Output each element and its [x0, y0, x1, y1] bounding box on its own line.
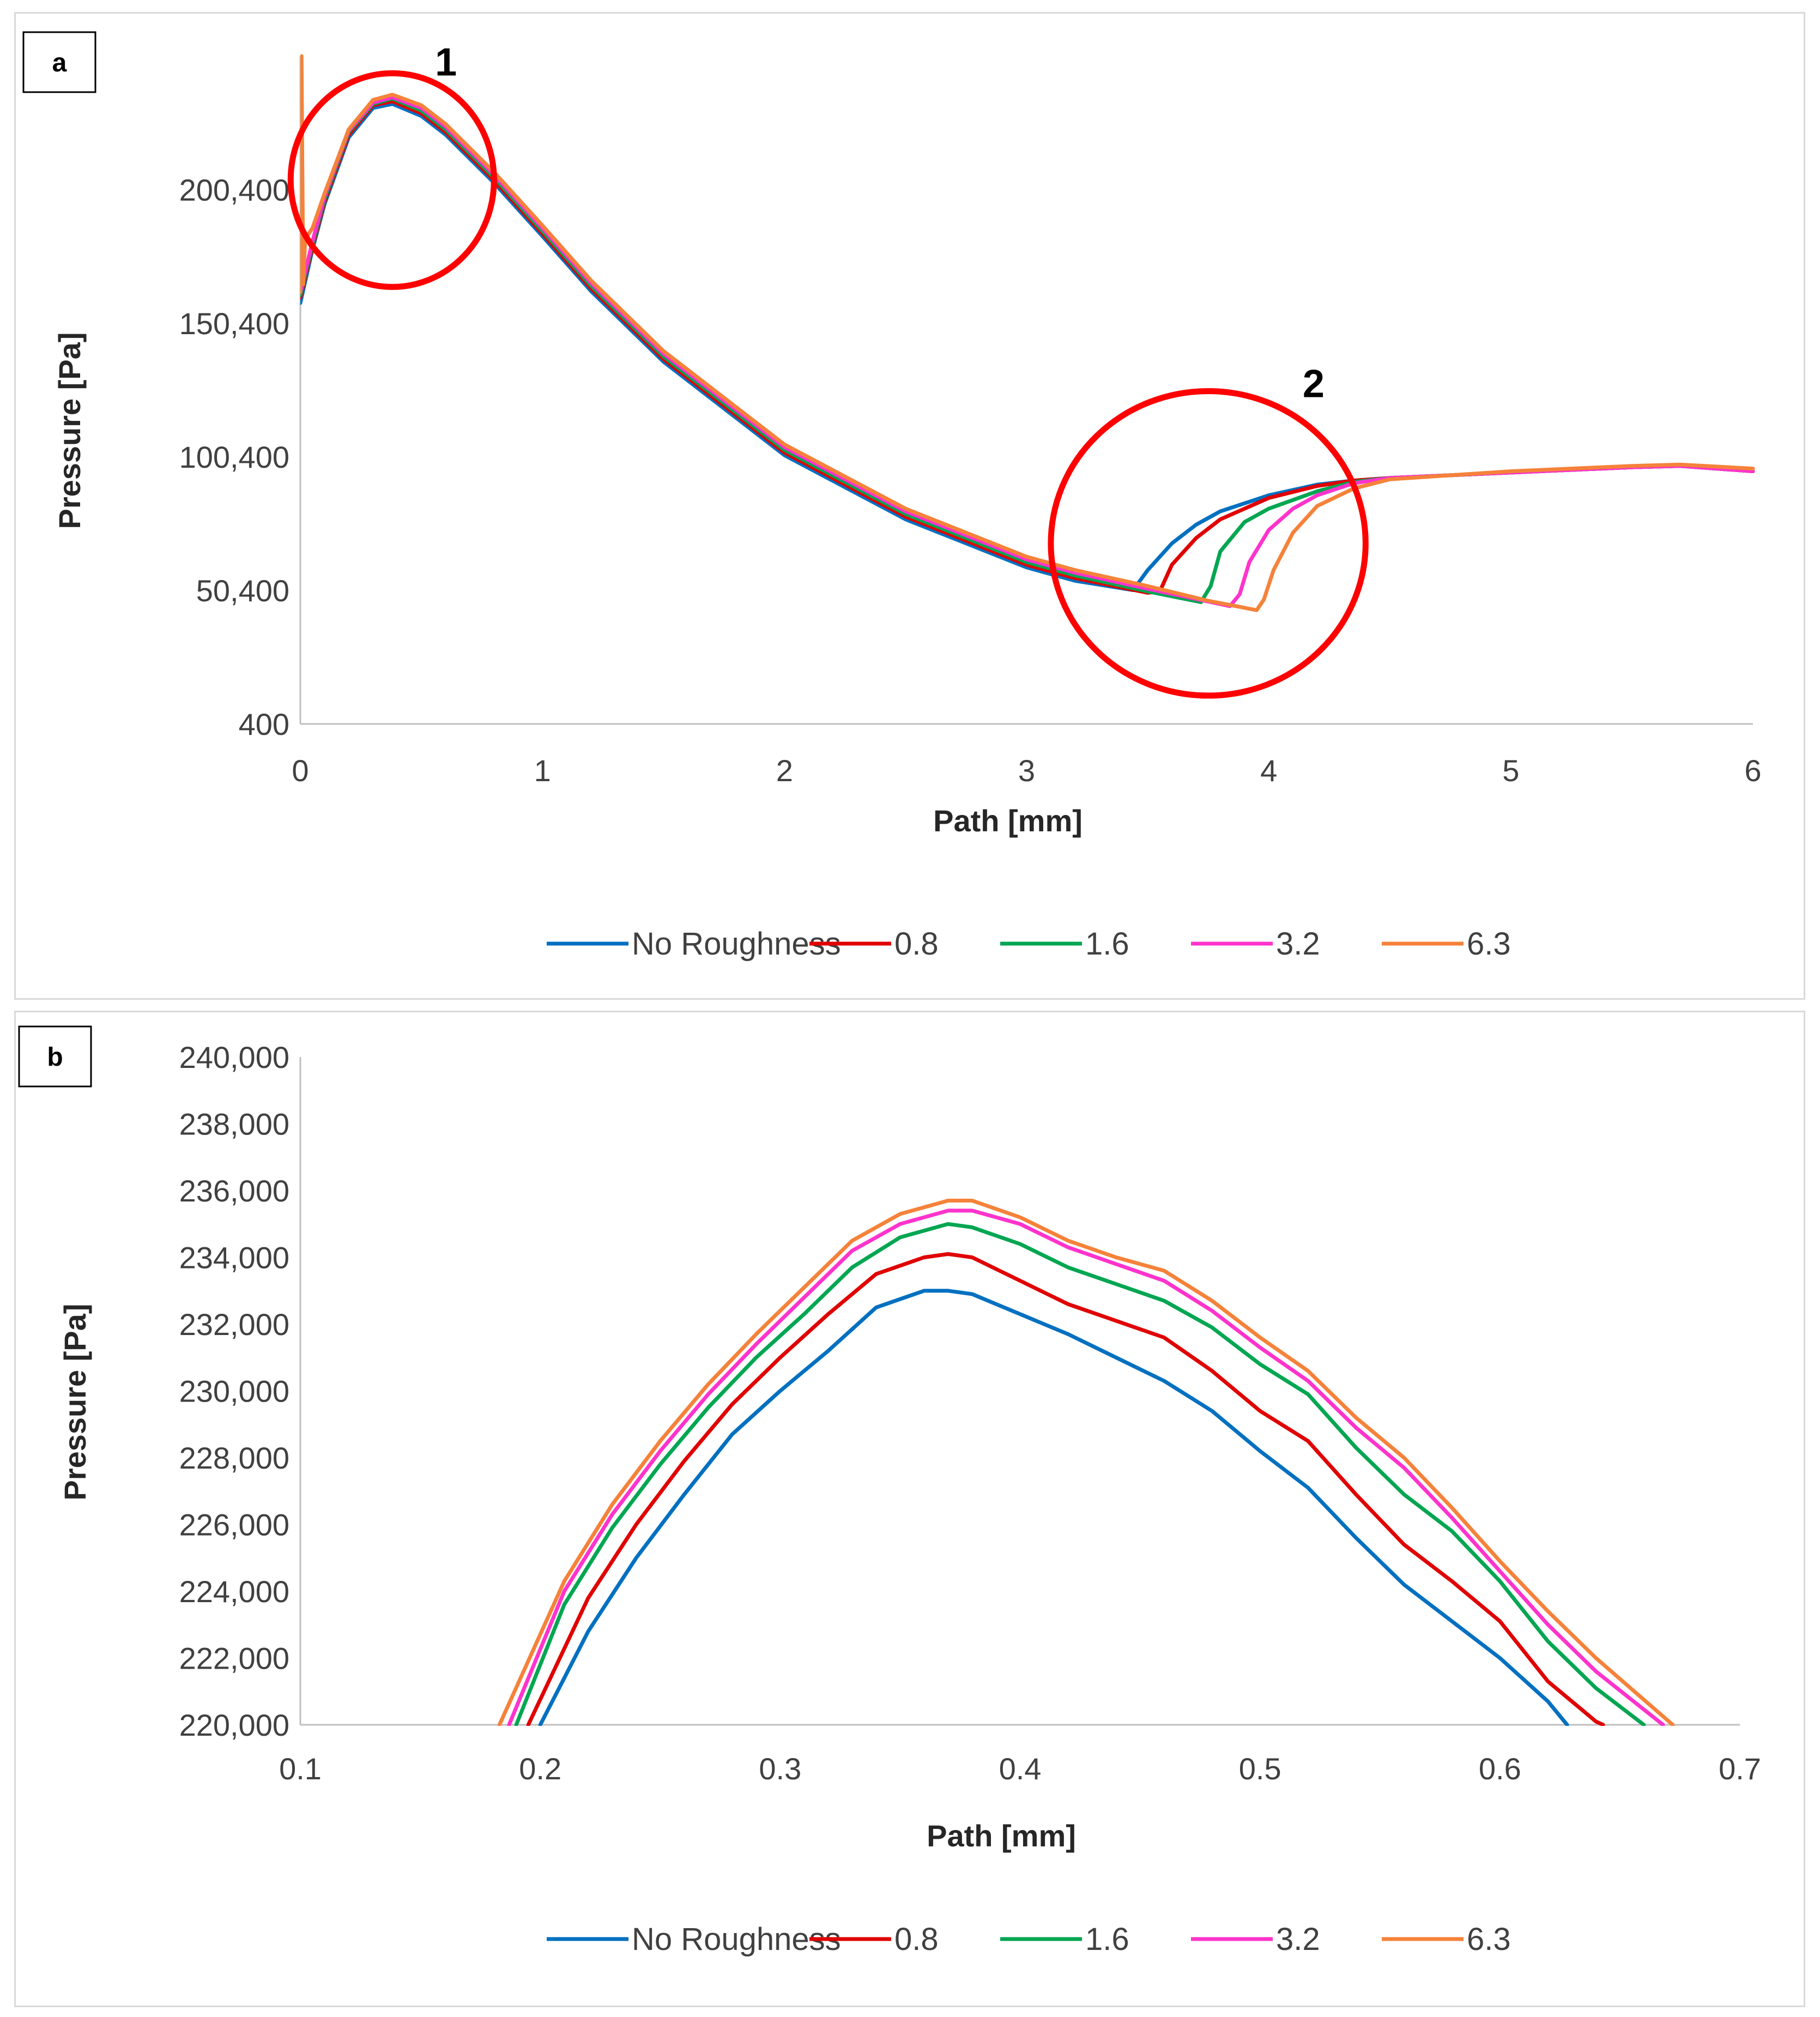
- y-tick-label: 150,400: [179, 306, 289, 341]
- legend-item-0-8: 0.8: [809, 1922, 939, 1957]
- series-line-1-6: [300, 96, 1755, 605]
- x-tick-label: 0.4: [999, 1752, 1042, 1786]
- x-tick-label: 0.6: [1479, 1752, 1521, 1786]
- chart-b-svg: 220,000 222,000 224,000 226,000 228,000 230,0…: [18, 1025, 1761, 1957]
- y-tick-label: 240,000: [179, 1040, 289, 1074]
- chart-panel-b: 220,000 222,000 224,000 226,000 228,000 230,0…: [14, 1011, 1805, 2007]
- x-tick-label: 0.7: [1719, 1752, 1761, 1786]
- series-line-1-6: [514, 1222, 1646, 1726]
- y-tick-label: 50,400: [196, 573, 289, 608]
- legend-label: No Roughness: [632, 1922, 841, 1957]
- series-line-3-2: [300, 95, 1755, 608]
- y-tick-label: 400: [239, 707, 289, 741]
- legend-label: 3.2: [1276, 1922, 1320, 1957]
- y-tick-label: 236,000: [179, 1174, 289, 1208]
- x-tick-label: 4: [1260, 753, 1277, 788]
- legend-item-no-roughness: No Roughness: [547, 1922, 841, 1957]
- panel-label: a: [52, 49, 67, 77]
- y-tick-label: 224,000: [179, 1574, 289, 1609]
- y-tick-label: 230,000: [179, 1374, 289, 1409]
- legend-label: 1.6: [1085, 926, 1129, 962]
- x-axis-title: Path [mm]: [933, 804, 1083, 838]
- y-tick-label: 100,400: [179, 440, 289, 474]
- series-line-6-3: [497, 1198, 1675, 1726]
- legend-item-6-3: 6.3: [1382, 926, 1511, 962]
- y-tick-label: 222,000: [179, 1641, 289, 1676]
- legend-label: 6.3: [1467, 926, 1511, 962]
- legend-item-3-2: 3.2: [1191, 926, 1320, 962]
- x-tick-label: 6: [1744, 753, 1761, 788]
- chart-a-svg: 400 50,400 100,400 150,400 200,400 0 1 2 3 4 5 6 1…: [22, 31, 1762, 962]
- x-tick-label: 0.2: [519, 1752, 561, 1786]
- series-line-0-8: [300, 99, 1755, 595]
- annotation-circle-1: [287, 70, 497, 290]
- x-tick-label: 2: [776, 753, 793, 788]
- panel-label: b: [47, 1043, 63, 1072]
- legend-label: 0.8: [894, 1922, 939, 1957]
- annotation-circle-2: [1048, 388, 1369, 699]
- legend-label: 0.8: [894, 926, 939, 962]
- x-tick-label: 3: [1018, 753, 1035, 788]
- legend-label: 1.6: [1085, 1922, 1129, 1957]
- legend-item-1-6: 1.6: [1000, 1922, 1129, 1957]
- legend-item-3-2: 3.2: [1191, 1922, 1320, 1957]
- series-line-no-roughness: [300, 102, 1755, 592]
- y-tick-label: 232,000: [179, 1307, 289, 1342]
- x-tick-label: 0.1: [279, 1752, 322, 1786]
- x-tick-label: 1: [534, 753, 551, 788]
- y-tick-label: 238,000: [179, 1107, 289, 1142]
- annotation-label-2: 2: [1303, 363, 1325, 406]
- y-axis-title: Pressure [Pa]: [52, 332, 87, 529]
- x-tick-label: 5: [1502, 753, 1519, 788]
- legend-label: 6.3: [1467, 1922, 1511, 1957]
- legend-label: 3.2: [1276, 926, 1320, 962]
- series-line-no-roughness: [538, 1289, 1569, 1726]
- x-axis-title: Path [mm]: [927, 1819, 1076, 1853]
- y-tick-label: 226,000: [179, 1508, 289, 1542]
- panel-label-box: [22, 31, 96, 93]
- y-axis-title: Pressure [Pa]: [58, 1303, 92, 1500]
- x-tick-label: 0.5: [1239, 1752, 1281, 1786]
- y-tick-label: 220,000: [179, 1708, 289, 1742]
- series-line-0-8: [526, 1252, 1605, 1726]
- annotation-label-1: 1: [435, 40, 457, 84]
- legend-item-6-3: 6.3: [1382, 1922, 1511, 1957]
- legend-item-no-roughness: No Roughness: [547, 926, 841, 962]
- y-tick-label: 234,000: [179, 1241, 289, 1275]
- chart-panel-a: 400 50,400 100,400 150,400 200,400 0 1 2 3 4 5 6 1…: [14, 12, 1805, 1000]
- series-line-3-2: [507, 1209, 1665, 1726]
- legend-item-0-8: 0.8: [809, 926, 939, 962]
- y-tick-label: 228,000: [179, 1441, 289, 1475]
- legend-label: No Roughness: [632, 926, 841, 962]
- panel-label-box: [18, 1025, 92, 1088]
- x-tick-label: 0.3: [759, 1752, 801, 1786]
- y-tick-label: 200,400: [179, 173, 289, 207]
- series-line-6-3: [300, 54, 1755, 612]
- x-tick-label: 0: [292, 753, 309, 788]
- legend-item-1-6: 1.6: [1000, 926, 1129, 962]
